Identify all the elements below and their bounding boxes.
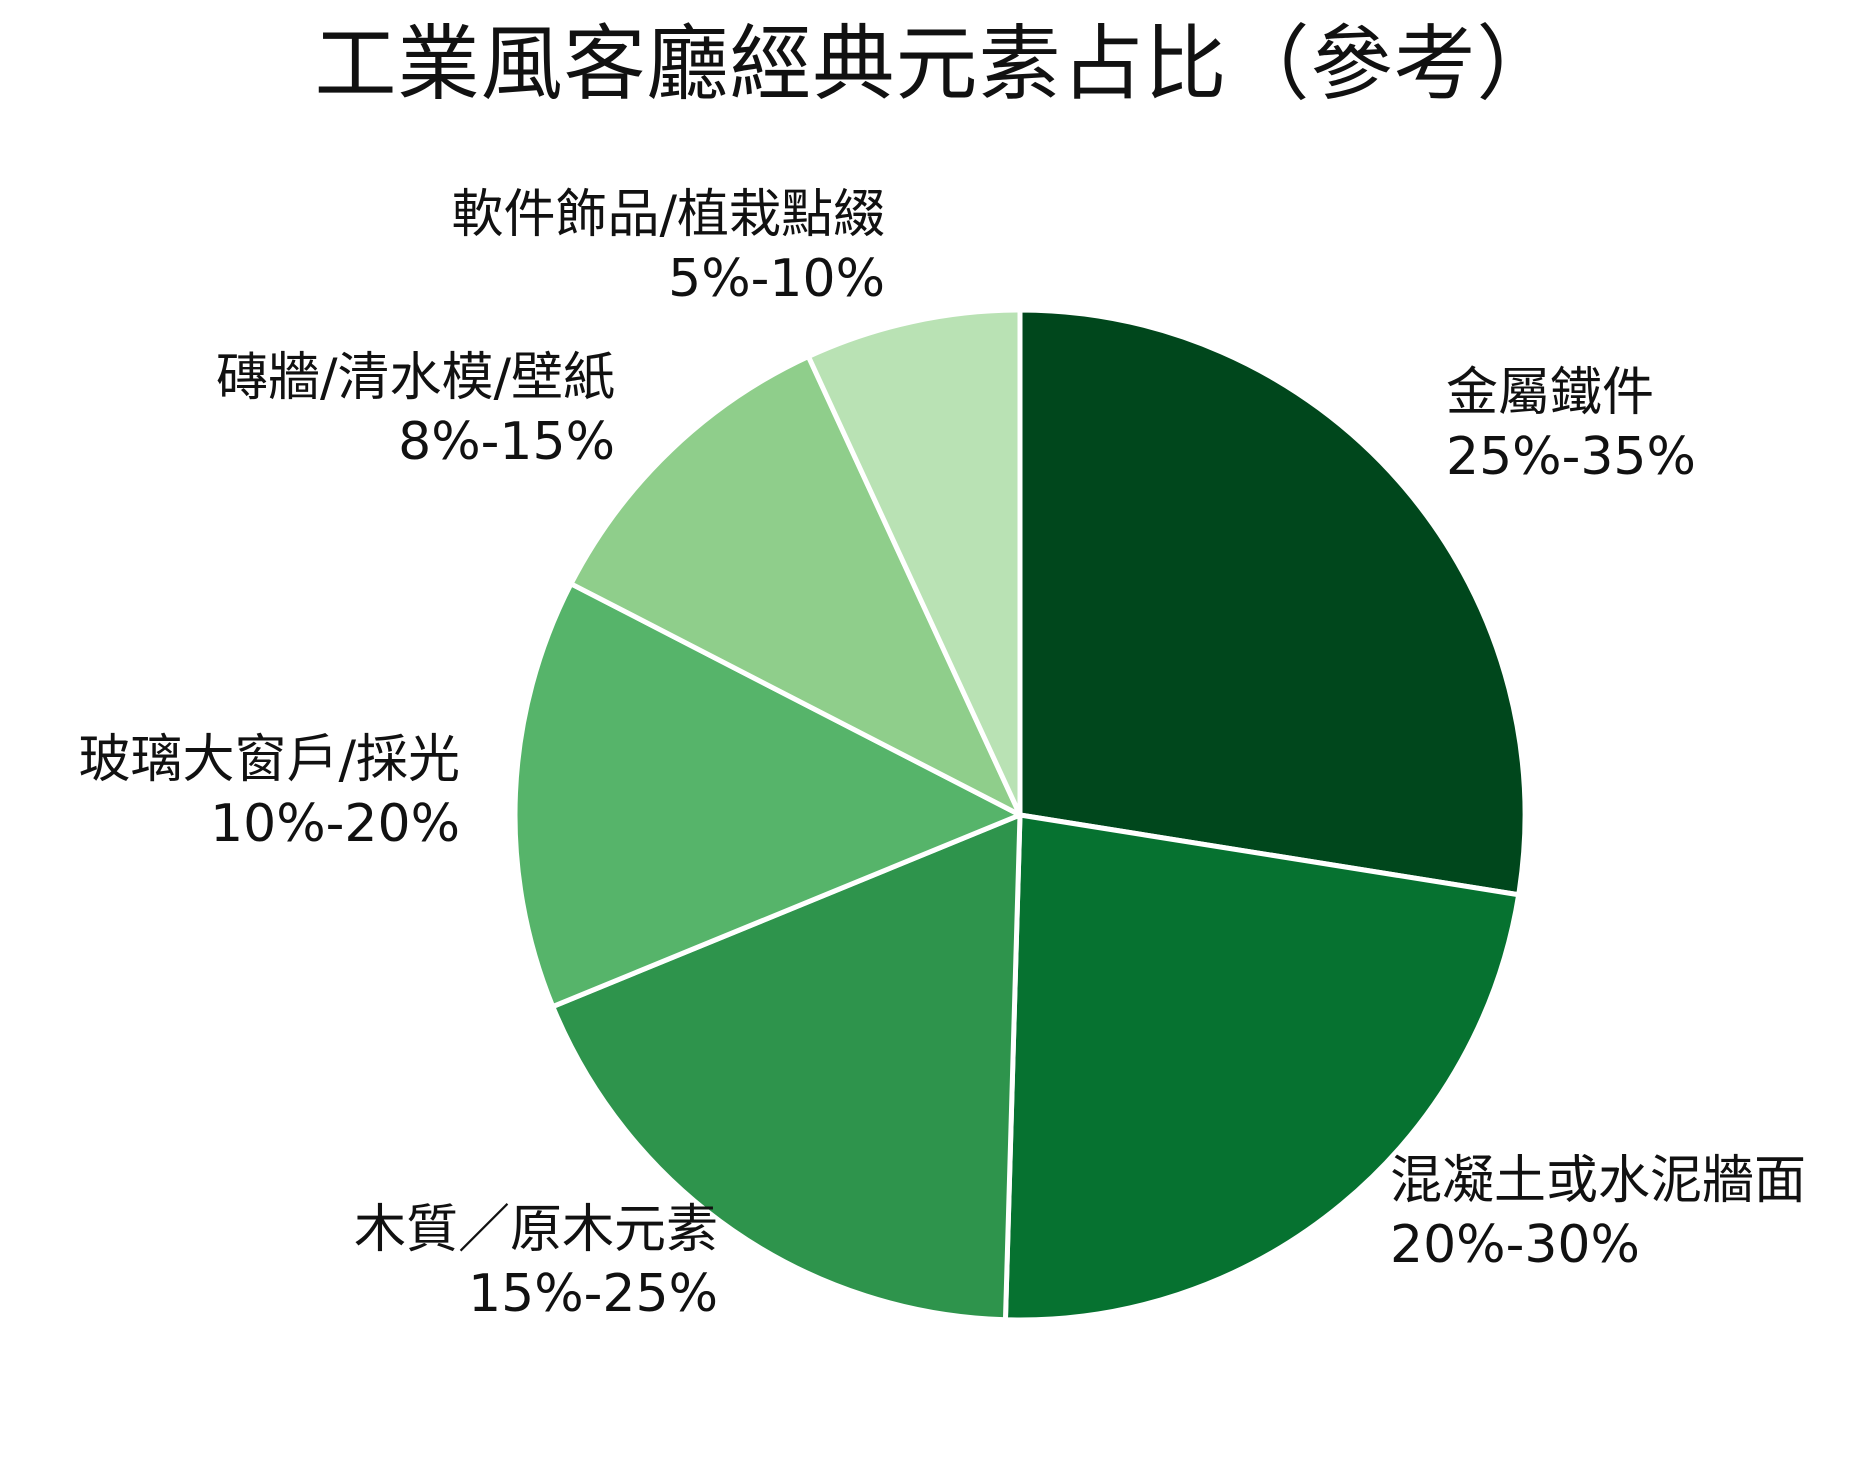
slice-range-label-2: 20%-30% xyxy=(1390,1215,1640,1275)
slice-range-label-3: 15%-25% xyxy=(468,1264,718,1324)
pie-slice-6 xyxy=(805,307,1023,818)
slice-label-5: 磚牆/清水模/壁紙 xyxy=(216,348,615,408)
pie-slice-2 xyxy=(1002,812,1522,1323)
pie-slice-3 xyxy=(550,812,1023,1323)
pie-slices xyxy=(512,307,1528,1323)
pie-slice-5 xyxy=(568,353,1023,818)
pie-slice-1 xyxy=(1017,307,1528,898)
chart-title: 工業風客廳經典元素占比（參考） xyxy=(314,17,1560,112)
slice-label-3: 木質／原木元素 xyxy=(354,1200,718,1260)
slice-range-label-1: 25%-35% xyxy=(1446,427,1696,487)
pie-slice-4 xyxy=(512,581,1023,1010)
slice-label-4: 玻璃大窗戶/採光 xyxy=(78,730,460,790)
slice-label-2: 混凝土或水泥牆面 xyxy=(1390,1151,1806,1211)
slice-label-1: 金屬鐵件 xyxy=(1446,363,1654,423)
slice-range-label-4: 10%-20% xyxy=(210,794,460,854)
slice-range-label-6: 5%-10% xyxy=(668,249,885,309)
slice-label-6: 軟件飾品/植栽點綴 xyxy=(451,185,885,245)
slice-range-label-5: 8%-15% xyxy=(398,412,615,472)
